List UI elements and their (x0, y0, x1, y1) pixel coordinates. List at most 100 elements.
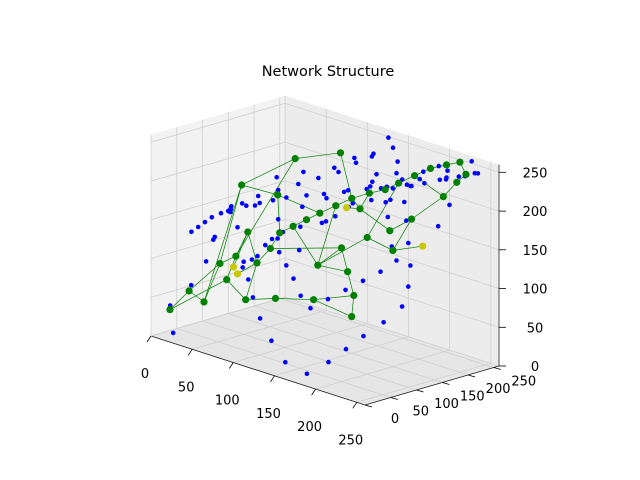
background-point (255, 253, 260, 259)
background-point (404, 182, 410, 187)
network-edge (241, 158, 296, 186)
network-node (242, 296, 250, 304)
z-tick-label: 150 (523, 244, 548, 259)
background-point (326, 359, 331, 365)
grid-line-z (150, 257, 286, 298)
y-tick-label: 250 (511, 375, 536, 390)
background-point (244, 203, 249, 208)
axes-panes (151, 95, 499, 405)
network-node (223, 276, 231, 284)
background-point (249, 257, 255, 262)
grid-line-x (233, 323, 368, 363)
background-point (325, 296, 331, 302)
data-points (166, 135, 481, 377)
network-node (381, 186, 389, 194)
network-node (348, 194, 356, 202)
network-node (314, 261, 322, 269)
grid-line-y (253, 305, 469, 376)
network-edge (169, 279, 227, 310)
highlight-node (343, 204, 351, 212)
background-point (378, 269, 383, 275)
network-node (356, 205, 364, 213)
network-node (337, 244, 346, 252)
background-point (235, 225, 240, 230)
background-point (409, 183, 414, 189)
y-tick-mark (416, 389, 424, 393)
background-point (343, 346, 349, 352)
background-point (381, 320, 386, 325)
background-point (257, 316, 263, 321)
network-edge (392, 245, 423, 251)
y-tick-mark (364, 404, 373, 408)
background-point (436, 163, 442, 169)
background-point (390, 145, 396, 150)
background-point (275, 236, 280, 241)
network-edge (247, 231, 258, 263)
background-point (319, 220, 325, 226)
background-point (283, 359, 288, 365)
network-edge (292, 226, 319, 266)
y-tick-label: 100 (434, 397, 459, 412)
network-edge (219, 184, 242, 264)
network-node (439, 193, 447, 201)
network-node (336, 149, 345, 157)
z-tick-label: 250 (523, 166, 548, 181)
grid-line-z (284, 257, 500, 328)
grid-line-y (228, 313, 443, 383)
background-point (472, 170, 478, 176)
grid-line-z (150, 180, 286, 221)
network-edge (226, 279, 246, 300)
background-point (332, 165, 337, 171)
network-node (389, 246, 397, 254)
x-tick-mark (228, 362, 234, 369)
x-tick-label: 100 (215, 394, 240, 409)
background-point (284, 263, 289, 268)
z-tick-label: 0 (531, 360, 539, 375)
background-point (368, 184, 373, 189)
grid-line-x (274, 336, 409, 377)
background-point (445, 168, 450, 174)
x-tick-label: 50 (178, 380, 195, 395)
y-tick-label: 0 (391, 412, 399, 427)
background-point (189, 229, 194, 235)
background-point (304, 193, 309, 198)
network-node (411, 172, 419, 180)
network-edge (366, 182, 399, 238)
network-edge (237, 262, 258, 275)
chart-title: Network Structure (261, 64, 395, 80)
background-point (421, 169, 426, 174)
network-edge (313, 299, 352, 317)
background-point (336, 169, 341, 175)
network-node (302, 216, 311, 224)
y-tick-mark (442, 382, 450, 385)
network-edge (245, 262, 258, 300)
background-point (291, 276, 296, 281)
x-tick-mark (187, 349, 193, 356)
background-point (383, 200, 389, 205)
grid-line-z (150, 219, 286, 259)
background-point (298, 224, 303, 230)
background-point (385, 214, 391, 220)
background-point (394, 258, 399, 263)
network-node (350, 291, 358, 300)
background-point (246, 277, 251, 282)
network-node (407, 215, 416, 223)
network-node (344, 268, 352, 276)
background-point (369, 154, 375, 159)
background-point (269, 236, 275, 242)
background-point (308, 305, 313, 311)
x-tick-label: 0 (141, 367, 149, 382)
grid-line-z (284, 219, 500, 289)
network-edge (203, 263, 221, 303)
network-node (395, 179, 403, 187)
background-point (388, 197, 393, 203)
network-edge (233, 231, 249, 268)
grid-line-z (150, 102, 286, 143)
z-tick-label: 100 (523, 283, 548, 298)
axes-grid (150, 95, 500, 406)
network-edge (317, 205, 337, 266)
network-edge (245, 298, 276, 301)
highlight-node (229, 263, 238, 271)
network-node (316, 209, 324, 217)
